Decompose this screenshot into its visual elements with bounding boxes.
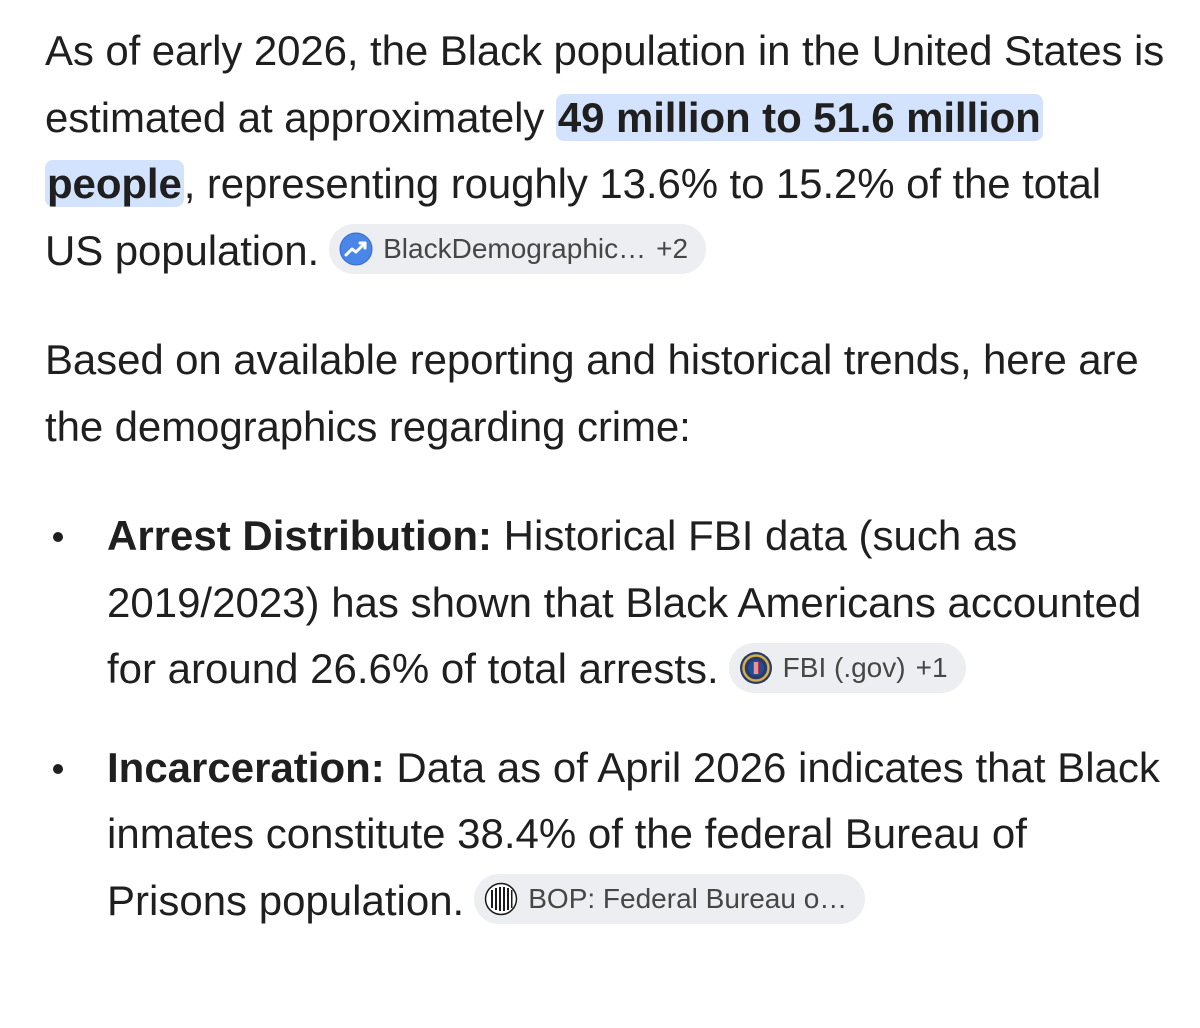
source-chip-blackdemographics[interactable]: BlackDemographic… +2 [329, 224, 707, 275]
list-item-heading: Incarceration: [107, 743, 385, 791]
intro-paragraph: As of early 2026, the Black population i… [45, 18, 1165, 284]
crime-demographics-list: Arrest Distribution: Historical FBI data… [45, 503, 1165, 934]
list-item-heading: Arrest Distribution: [107, 512, 493, 559]
trend-chart-icon [339, 232, 373, 266]
list-item-incarceration: Incarceration: Data as of April 2026 ind… [45, 735, 1165, 935]
list-item-text: Historical FBI data (such as 2019/2023) … [107, 512, 1142, 692]
intro-text-after: , representing roughly 13.6% to 15.2% of… [45, 160, 1102, 274]
bullet-dot [53, 532, 63, 542]
source-chip-extra-count: +1 [915, 651, 948, 683]
bop-logo-icon [484, 882, 518, 916]
list-item-arrest-distribution: Arrest Distribution: Historical FBI data… [45, 503, 1165, 703]
source-chip-bop[interactable]: BOP: Federal Bureau o… [474, 874, 866, 925]
list-item-text: Data as of April 2026 indicates that Bla… [107, 743, 1160, 924]
response-body: As of early 2026, the Black population i… [45, 18, 1165, 934]
source-chip-fbi[interactable]: FBI (.gov) +1 [728, 642, 966, 693]
source-chip-label: FBI (.gov) [782, 651, 906, 683]
intro-text-before: As of early 2026, the Black population i… [45, 27, 1165, 141]
source-chip-extra-count: +2 [656, 233, 689, 265]
source-chip-label: BOP: Federal Bureau o… [528, 883, 848, 915]
crime-intro-paragraph: Based on available reporting and histori… [45, 336, 1139, 450]
fbi-seal-icon [739, 651, 773, 685]
bullet-dot [53, 763, 63, 774]
source-chip-label: BlackDemographic… [383, 233, 647, 265]
